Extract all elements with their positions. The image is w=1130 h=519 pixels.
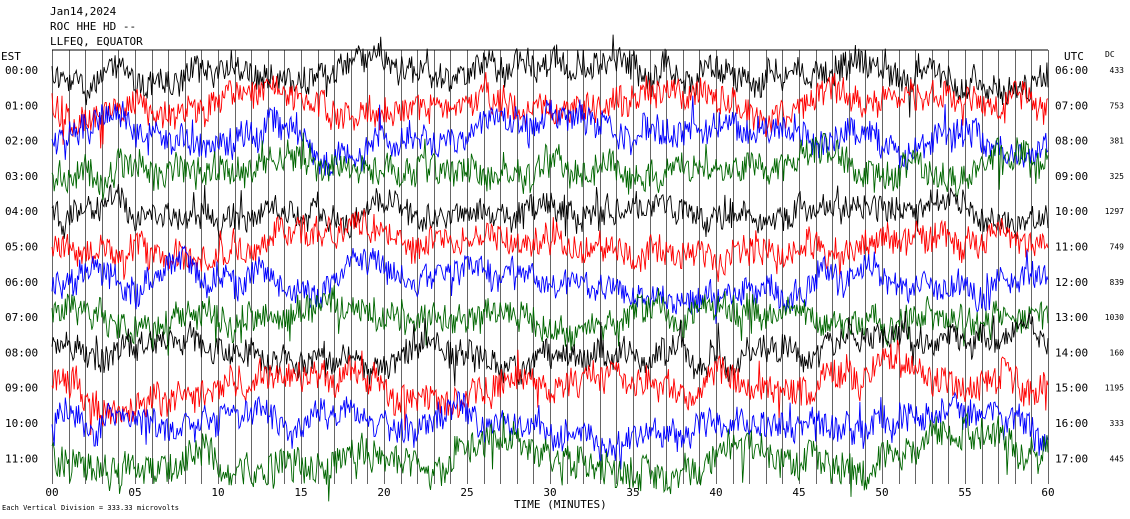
seismic-trace (51, 183, 1049, 241)
seismic-trace (51, 95, 1049, 177)
est-hour-label: 00:00 (5, 64, 38, 77)
seismic-trace (51, 209, 1049, 282)
x-tick-label: 35 (626, 486, 639, 499)
seismic-trace (51, 34, 1049, 118)
dc-value: 333 (1110, 419, 1125, 428)
est-hour-label: 09:00 (5, 382, 38, 395)
dc-value: 433 (1110, 66, 1125, 75)
utc-hour-label: 16:00 (1055, 417, 1088, 430)
label-layer: 00:00 06:00 433 01:00 07:00 753 02:00 08:00 381 0… (5, 64, 1124, 499)
dc-value: 160 (1110, 348, 1125, 357)
x-tick-label: 20 (377, 486, 390, 499)
seismic-trace (51, 339, 1049, 436)
seismic-trace (51, 72, 1049, 149)
seismic-trace (51, 245, 1049, 324)
utc-hour-label: 17:00 (1055, 452, 1088, 465)
utc-hour-label: 06:00 (1055, 64, 1088, 77)
est-hour-label: 06:00 (5, 276, 38, 289)
est-axis-label: EST (1, 50, 21, 63)
x-tick-label: 10 (211, 486, 224, 499)
utc-hour-label: 14:00 (1055, 346, 1088, 359)
seismic-trace (51, 285, 1049, 356)
dc-value: 753 (1110, 101, 1125, 110)
est-hour-label: 08:00 (5, 346, 38, 359)
seismic-trace (51, 132, 1049, 201)
est-hour-label: 02:00 (5, 135, 38, 148)
x-tick-label: 55 (958, 486, 971, 499)
est-hour-label: 04:00 (5, 205, 38, 218)
dc-value: 1195 (1105, 384, 1124, 393)
header-date: Jan14,2024 (50, 5, 117, 18)
utc-hour-label: 15:00 (1055, 382, 1088, 395)
seismic-trace (51, 310, 1049, 387)
dc-value: 749 (1110, 243, 1125, 252)
x-tick-label: 00 (45, 486, 58, 499)
dc-header: DC (1105, 50, 1115, 59)
utc-hour-label: 08:00 (1055, 135, 1088, 148)
x-tick-label: 15 (294, 486, 307, 499)
dc-value: 381 (1110, 137, 1125, 146)
x-tick-label: 05 (128, 486, 141, 499)
utc-hour-label: 07:00 (1055, 99, 1088, 112)
seismic-trace (51, 390, 1049, 470)
header-station: ROC HHE HD -- (50, 20, 136, 33)
x-axis-title: TIME (MINUTES) (514, 498, 607, 511)
utc-hour-label: 11:00 (1055, 241, 1088, 254)
scale-note: Each Vertical Division = 333.33 microvol… (2, 504, 179, 512)
utc-hour-label: 12:00 (1055, 276, 1088, 289)
x-tick-label: 45 (792, 486, 805, 499)
dc-value: 839 (1110, 278, 1125, 287)
header-filter: LLFEQ, EQUATOR (50, 35, 143, 48)
utc-axis-label: UTC (1064, 50, 1084, 63)
x-tick-label: 30 (543, 486, 556, 499)
x-tick-label: 40 (709, 486, 722, 499)
seismic-trace (51, 411, 1049, 502)
dc-value: 325 (1110, 172, 1125, 181)
utc-hour-label: 13:00 (1055, 311, 1088, 324)
est-hour-label: 10:00 (5, 417, 38, 430)
x-tick-label: 60 (1041, 486, 1054, 499)
est-hour-label: 05:00 (5, 241, 38, 254)
est-hour-label: 01:00 (5, 99, 38, 112)
est-hour-label: 11:00 (5, 452, 38, 465)
x-tick-label: 25 (460, 486, 473, 499)
dc-value: 445 (1110, 454, 1125, 463)
dc-value: 1297 (1105, 207, 1124, 216)
dc-value: 1030 (1105, 313, 1124, 322)
utc-hour-label: 10:00 (1055, 205, 1088, 218)
est-hour-label: 07:00 (5, 311, 38, 324)
utc-hour-label: 09:00 (1055, 170, 1088, 183)
x-tick-label: 50 (875, 486, 888, 499)
est-hour-label: 03:00 (5, 170, 38, 183)
trace-layer (51, 34, 1049, 502)
